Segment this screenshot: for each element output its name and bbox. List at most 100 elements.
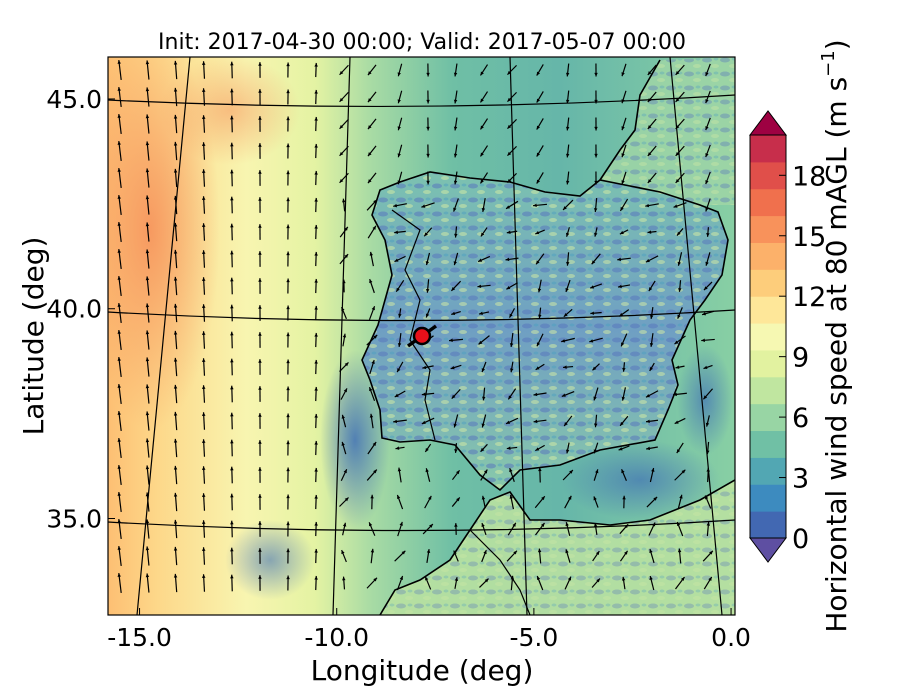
wind-arrow	[286, 197, 290, 213]
wind-arrow	[674, 335, 686, 345]
wind-arrow	[314, 116, 318, 132]
wind-arrow	[314, 197, 318, 213]
wind-arrow	[593, 496, 599, 508]
wind-arrow	[397, 467, 402, 483]
wind-arrow	[705, 90, 711, 104]
wind-arrow	[675, 118, 685, 130]
wind-arrow	[393, 203, 407, 208]
wind-arrow	[145, 330, 150, 350]
wind-arrow	[621, 387, 627, 401]
wind-arrow	[173, 87, 178, 107]
wind-arrow	[425, 308, 431, 318]
wind-arrow	[594, 63, 598, 77]
wind-arrow	[397, 144, 403, 158]
wind-arrow	[314, 440, 318, 456]
x-axis-label: Longitude (deg)	[311, 654, 534, 687]
wind-arrow	[258, 413, 262, 429]
wind-arrow	[340, 468, 348, 482]
y-tick-label: 40.0	[46, 295, 102, 324]
colorbar-band	[750, 484, 786, 512]
wind-arrow	[426, 63, 430, 77]
wind-arrow	[620, 333, 628, 347]
wind-arrow	[258, 386, 262, 402]
wind-arrow	[342, 279, 346, 293]
wind-arrow	[201, 277, 206, 295]
wind-arrow	[117, 303, 122, 323]
wind-arrow	[565, 442, 570, 454]
wind-arrow	[565, 117, 570, 131]
wind-arrow	[230, 439, 234, 457]
wind-arrow	[534, 495, 546, 509]
x-tick-label: -5.0	[509, 623, 558, 652]
wind-arrow	[706, 521, 711, 537]
wind-arrow	[314, 467, 318, 483]
wind-arrow	[480, 469, 488, 481]
wind-arrow	[649, 548, 655, 564]
wind-arrow	[201, 115, 206, 133]
wind-arrow	[590, 311, 602, 315]
wind-arrow	[258, 251, 262, 267]
wind-arrow	[536, 91, 544, 103]
wind-arrow	[396, 494, 404, 510]
colorbar-band	[750, 430, 786, 458]
wind-arrow	[339, 64, 349, 76]
wind-arrow	[565, 63, 570, 77]
wind-arrow	[117, 114, 122, 134]
wind-arrow	[594, 414, 598, 428]
wind-arrow	[367, 172, 377, 184]
wind-arrow	[426, 549, 431, 563]
wind-arrow	[426, 117, 430, 131]
wind-arrow	[201, 439, 206, 457]
wind-arrow	[286, 332, 290, 348]
wind-arrow	[397, 90, 403, 104]
wind-arrow	[258, 332, 262, 348]
wind-arrow	[676, 228, 684, 236]
wind-arrow	[201, 520, 206, 538]
colorbar-band	[750, 376, 786, 405]
wind-arrow	[535, 444, 545, 452]
wind-arrow	[173, 60, 178, 80]
calm-zone-southwest	[225, 520, 315, 600]
colorbar-tick-label: 0	[792, 524, 809, 555]
wind-arrow	[591, 578, 601, 588]
wind-arrow	[314, 89, 318, 105]
wind-arrow	[565, 522, 571, 536]
wind-arrow	[564, 576, 572, 590]
wind-arrow	[589, 337, 603, 343]
wind-arrow	[618, 309, 630, 317]
wind-arrow	[507, 388, 517, 400]
wind-arrow	[424, 576, 432, 590]
wind-arrow	[368, 305, 376, 321]
wind-arrow	[648, 280, 656, 292]
wind-arrow	[675, 91, 685, 103]
wind-arrow	[677, 307, 683, 319]
wind-arrow	[565, 90, 570, 104]
x-tick-label: 0.0	[711, 623, 751, 652]
wind-arrow	[565, 144, 570, 158]
wind-arrow	[426, 171, 430, 185]
colorbar-ticks: 0 3 6 9 12 15 18	[779, 161, 826, 555]
wind-arrow	[617, 257, 631, 262]
wind-arrow	[314, 386, 318, 402]
wind-arrow	[506, 550, 518, 562]
wind-arrow	[645, 203, 659, 208]
wind-arrow	[368, 386, 376, 402]
wind-arrow	[286, 143, 290, 159]
wind-arrow	[117, 276, 122, 296]
wind-arrow	[505, 257, 519, 262]
wind-arrow	[341, 198, 346, 212]
wind-arrow	[701, 310, 715, 316]
wind-arrow	[286, 386, 290, 402]
wind-arrow	[675, 64, 685, 76]
chart-title: Init: 2017-04-30 00:00; Valid: 2017-05-0…	[158, 30, 686, 55]
wind-arrow	[341, 549, 347, 563]
wind-arrow	[594, 90, 598, 104]
wind-arrow	[117, 168, 122, 188]
wind-arrow	[450, 280, 462, 292]
wind-arrow	[675, 365, 685, 369]
wind-arrow	[454, 577, 459, 589]
wind-arrow	[145, 573, 150, 593]
wind-arrow	[201, 88, 206, 106]
x-axis-ticks: -15.0 -10.0 -5.0 0.0	[107, 608, 751, 652]
wind-arrow	[230, 412, 234, 430]
